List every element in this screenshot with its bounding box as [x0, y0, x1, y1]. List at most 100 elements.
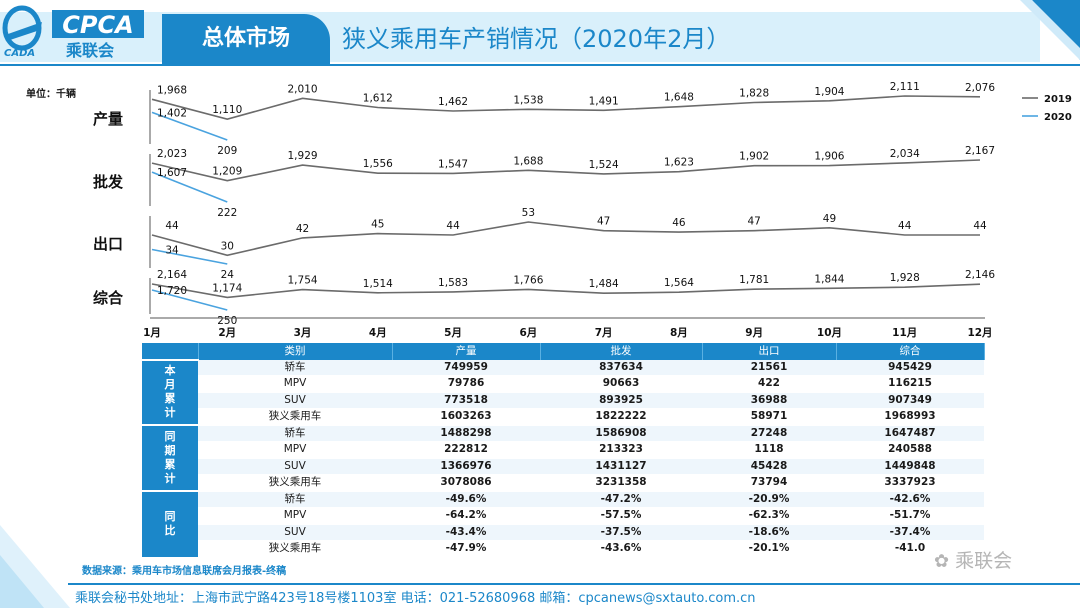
- data-label-2020: 24: [221, 269, 235, 281]
- data-label-2019: 2,034: [890, 148, 920, 160]
- x-tick-label: 1月: [143, 327, 161, 339]
- panel-label: 产量: [93, 110, 123, 128]
- table-value-cell: -18.6%: [702, 524, 836, 541]
- table-category-cell: 狭义乘用车: [198, 409, 392, 426]
- table-value-cell: 36988: [702, 392, 836, 409]
- table-value-cell: 1431127: [540, 458, 702, 475]
- data-label-2019: 2,010: [288, 83, 318, 95]
- table-category-cell: 轿车: [198, 425, 392, 442]
- panel-label: 批发: [93, 173, 124, 191]
- data-table: 类别 产量 批发 出口 综合 本月累计轿车 749959 837634 21561 94…: [142, 343, 985, 558]
- table-category-cell: 狭义乘用车: [198, 541, 392, 558]
- table-value-cell: 58971: [702, 409, 836, 426]
- table-value-cell: -37.4%: [836, 524, 984, 541]
- table-category-cell: MPV: [198, 508, 392, 525]
- table-value-cell: -43.6%: [540, 541, 702, 558]
- data-label-2019: 44: [446, 220, 460, 232]
- table-corner-header: [142, 343, 198, 360]
- panel-label: 综合: [93, 289, 124, 307]
- data-label-2019: 42: [296, 223, 309, 235]
- x-tick-label: 12月: [967, 327, 992, 339]
- data-label-2019: 1,781: [739, 274, 769, 286]
- table-group-char: 同: [142, 430, 198, 444]
- data-label-2020: 1,720: [157, 285, 187, 297]
- data-label-2019: 1,928: [890, 272, 920, 284]
- data-label-2019: 1,110: [212, 104, 242, 116]
- table-group-char: 同: [142, 510, 198, 524]
- table-row: SUV -43.4% -37.5% -18.6% -37.4%: [142, 524, 984, 541]
- legend-label-2020: 2020: [1044, 112, 1072, 123]
- table-value-cell: 222812: [392, 442, 540, 459]
- data-label-2019: 1,514: [363, 278, 393, 290]
- table-value-cell: 90663: [540, 376, 702, 393]
- data-label-2019: 1,648: [664, 92, 694, 104]
- data-label-2019: 2,146: [965, 269, 995, 281]
- table-value-cell: -43.4%: [392, 524, 540, 541]
- table-row: 本月累计轿车 749959 837634 21561 945429: [142, 360, 984, 376]
- table-value-cell: -47.9%: [392, 541, 540, 558]
- table-group-char: 期: [142, 444, 198, 458]
- data-label-2019: 1,766: [513, 274, 543, 286]
- table-row: 同比轿车 -49.6% -47.2% -20.9% -42.6%: [142, 491, 984, 508]
- table-value-cell: -64.2%: [392, 508, 540, 525]
- table-header: 批发: [540, 343, 702, 360]
- table-value-cell: 3078086: [392, 475, 540, 492]
- data-label-2019: 47: [597, 216, 610, 228]
- table-row: 同期累计轿车 1488298 1586908 27248 1647487: [142, 425, 984, 442]
- data-label-2019: 1,564: [664, 277, 694, 289]
- table-category-cell: 轿车: [198, 360, 392, 376]
- table-row: SUV 773518 893925 36988 907349: [142, 392, 984, 409]
- data-label-2019: 1,174: [212, 282, 242, 294]
- logo-text: CPCA: [62, 11, 133, 39]
- table-group-char: 月: [142, 378, 198, 392]
- table-value-cell: 116215: [836, 376, 984, 393]
- x-tick-label: 10月: [817, 327, 842, 339]
- data-label-2019: 1,538: [513, 94, 543, 106]
- table-value-cell: 422: [702, 376, 836, 393]
- table-header: 出口: [702, 343, 836, 360]
- logo-small-text: CADA: [4, 48, 35, 59]
- table-value-cell: -37.5%: [540, 524, 702, 541]
- data-label-2019: 1,902: [739, 151, 769, 163]
- table-value-cell: -47.2%: [540, 491, 702, 508]
- table-row: MPV -64.2% -57.5% -62.3% -51.7%: [142, 508, 984, 525]
- logo-subtext: 乘联会: [65, 41, 114, 60]
- data-label-2019: 1,906: [814, 151, 844, 163]
- table-value-cell: 240588: [836, 442, 984, 459]
- data-label-2019: 44: [165, 220, 179, 232]
- data-label-2020: 1,402: [157, 107, 187, 119]
- table-value-cell: -62.3%: [702, 508, 836, 525]
- data-label-2019: 1,904: [814, 86, 844, 98]
- table-group-char: 计: [142, 472, 198, 486]
- table-value-cell: 907349: [836, 392, 984, 409]
- series-2019-line: [152, 160, 980, 181]
- source-note: 数据来源：乘用车市场信息联席会月报表-终稿: [82, 562, 286, 577]
- table-group-char: 累: [142, 458, 198, 472]
- data-label-2019: 2,111: [890, 81, 920, 93]
- table-value-cell: -51.7%: [836, 508, 984, 525]
- data-label-2020: 209: [217, 145, 237, 157]
- x-tick-label: 4月: [369, 327, 387, 339]
- x-tick-label: 11月: [892, 327, 917, 339]
- table-value-cell: 213323: [540, 442, 702, 459]
- table-row: 狭义乘用车 -47.9% -43.6% -20.1% -41.0: [142, 541, 984, 558]
- table-value-cell: 1449848: [836, 458, 984, 475]
- corner-decoration-bottom: [0, 525, 70, 608]
- table-row: MPV 79786 90663 422 116215: [142, 376, 984, 393]
- cpca-logo: CPCA 乘联会 CADA: [2, 4, 152, 62]
- table-category-cell: SUV: [198, 524, 392, 541]
- table-header: 类别: [198, 343, 392, 360]
- data-label-2019: 44: [898, 220, 912, 232]
- data-label-2019: 1,462: [438, 96, 468, 108]
- table-value-cell: 773518: [392, 392, 540, 409]
- table-row: SUV 1366976 1431127 45428 1449848: [142, 458, 984, 475]
- table-value-cell: 45428: [702, 458, 836, 475]
- table-category-cell: 狭义乘用车: [198, 475, 392, 492]
- table-value-cell: 1603263: [392, 409, 540, 426]
- x-tick-label: 6月: [519, 327, 537, 339]
- table-category-cell: SUV: [198, 458, 392, 475]
- data-label-2019: 1,754: [288, 275, 318, 287]
- series-2019-line: [152, 284, 980, 297]
- x-tick-label: 9月: [745, 327, 763, 339]
- data-label-2019: 1,547: [438, 158, 468, 170]
